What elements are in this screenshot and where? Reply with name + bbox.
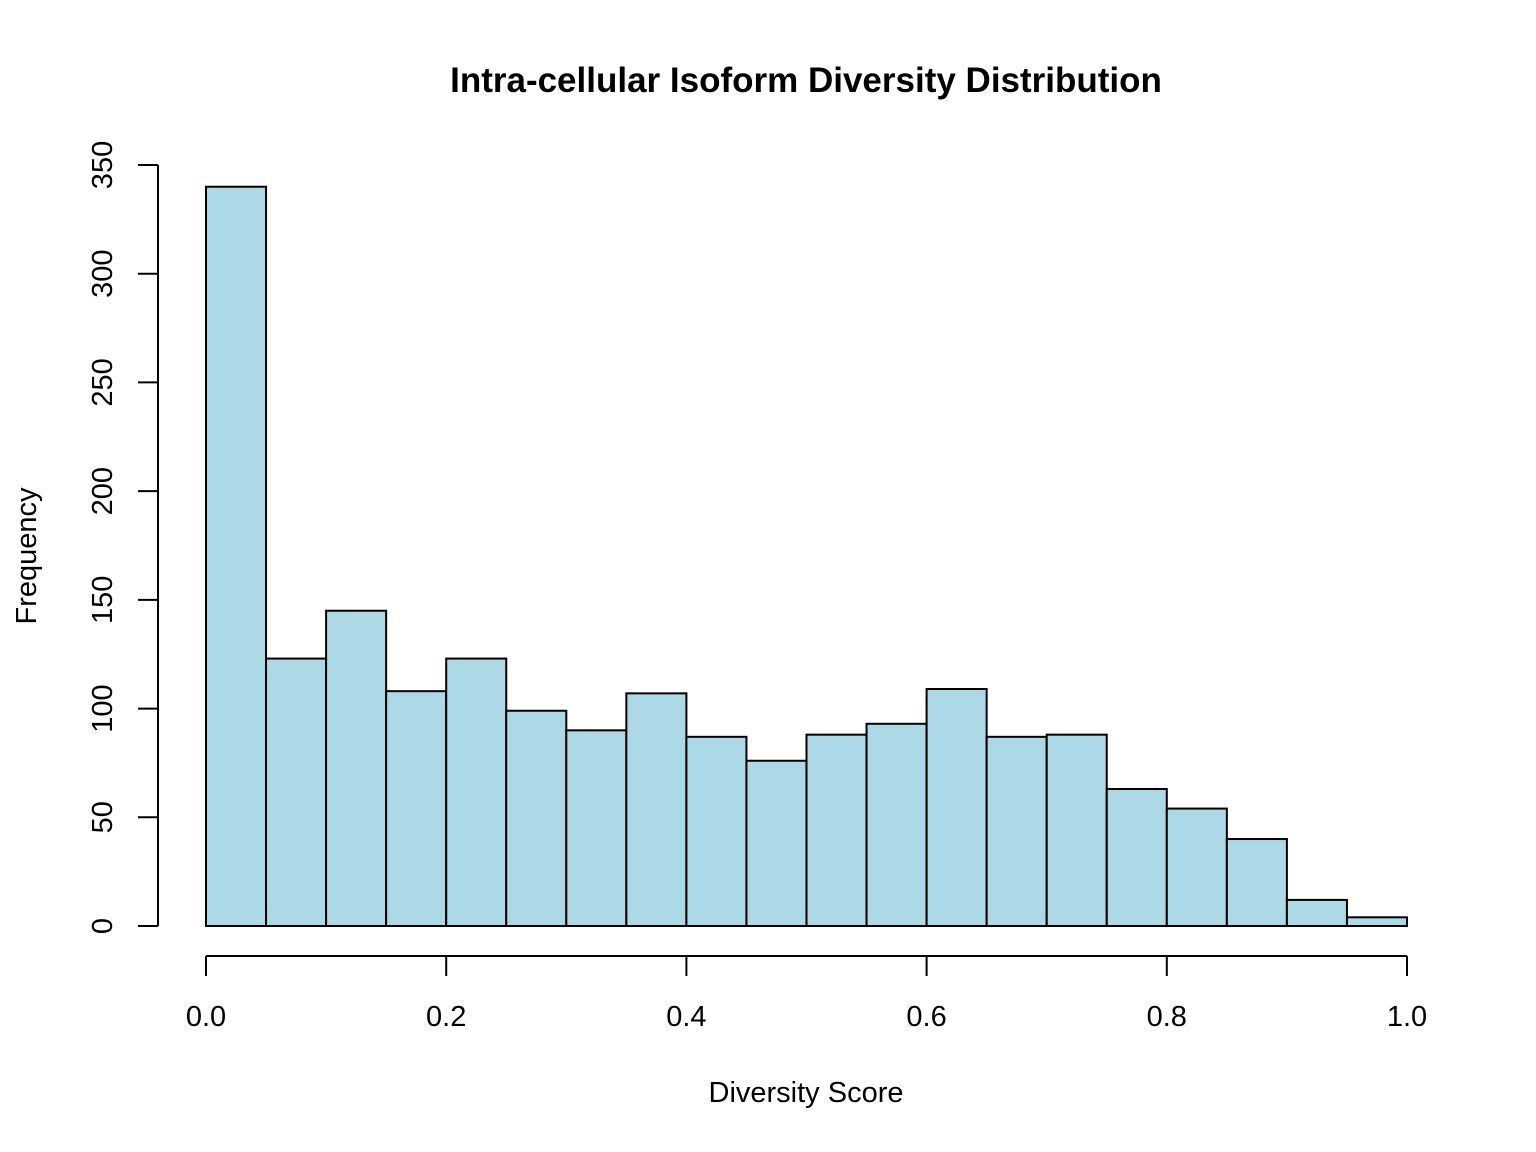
histogram-bar: [1045, 733, 1108, 927]
y-axis-label: Frequency: [11, 487, 43, 625]
y-tick-label: 350: [87, 141, 119, 189]
x-tick-label: 1.0: [1387, 1001, 1427, 1033]
histogram-bar: [325, 609, 388, 927]
histogram-bar: [265, 657, 328, 927]
y-tick-label: 150: [87, 576, 119, 624]
y-axis: 0 50 100 150 200 250 300 350: [87, 141, 159, 934]
x-tick-label: 0.8: [1147, 1001, 1187, 1033]
histogram-bar: [865, 722, 928, 928]
histogram-bars: [205, 185, 1408, 928]
x-tick-label: 0.4: [666, 1001, 706, 1033]
histogram-bar: [445, 657, 508, 927]
histogram-bar: [385, 690, 448, 927]
y-tick-label: 0: [87, 918, 119, 934]
chart-title: Intra-cellular Isoform Diversity Distrib…: [450, 61, 1162, 100]
x-tick-label: 0.2: [426, 1001, 466, 1033]
histogram-bar: [685, 735, 748, 928]
histogram-bar: [1225, 838, 1288, 927]
histogram-bar: [925, 688, 988, 928]
y-tick-label: 250: [87, 358, 119, 406]
histogram-bar: [565, 729, 628, 927]
histogram-bar: [805, 733, 868, 927]
histogram-bar: [205, 185, 268, 927]
histogram-bar: [505, 709, 568, 928]
x-axis: 0.0 0.2 0.4 0.6 0.8 1.0: [186, 955, 1427, 1033]
histogram-bar: [1345, 916, 1408, 927]
x-tick-label: 0.6: [906, 1001, 946, 1033]
y-tick-label: 200: [87, 467, 119, 515]
histogram-bar: [745, 759, 808, 927]
histogram-bar: [1105, 788, 1168, 928]
histogram-bar: [1285, 898, 1348, 927]
y-tick-label: 100: [87, 684, 119, 732]
x-axis-label: Diversity Score: [709, 1077, 904, 1109]
histogram-bar: [985, 735, 1048, 928]
y-tick-label: 50: [87, 801, 119, 833]
y-tick-label: 300: [87, 250, 119, 298]
x-tick-label: 0.0: [186, 1001, 226, 1033]
histogram-bar: [625, 692, 688, 928]
histogram-bar: [1165, 807, 1228, 927]
